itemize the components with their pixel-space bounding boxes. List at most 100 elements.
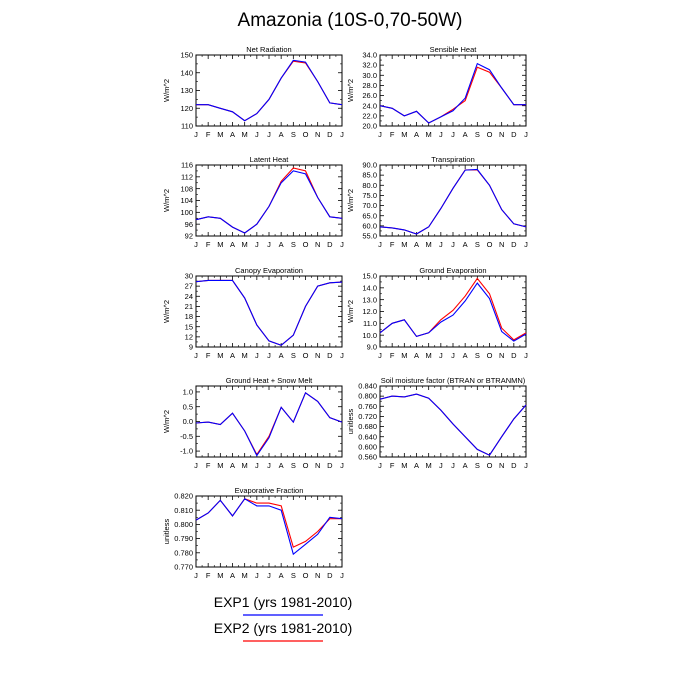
- series-line-exp1: [195, 498, 343, 556]
- y-tick-label: 9: [189, 343, 193, 352]
- x-tick-label: A: [414, 130, 419, 139]
- y-tick-label: 110: [181, 122, 193, 131]
- series-line-exp1: [195, 170, 343, 234]
- x-tick-label: O: [487, 351, 493, 360]
- y-tick-label: 0.810: [174, 506, 193, 515]
- y-tick-label: 13.0: [362, 295, 377, 304]
- x-tick-label: J: [194, 240, 198, 249]
- x-tick-label: J: [524, 130, 528, 139]
- x-tick-label: S: [475, 240, 480, 249]
- x-tick-label: J: [340, 461, 344, 470]
- x-tick-label: J: [378, 240, 382, 249]
- x-tick-label: A: [230, 461, 235, 470]
- x-tick-label: N: [315, 240, 320, 249]
- x-tick-label: M: [426, 461, 432, 470]
- figure-title: Amazonia (10S-0,70-50W): [237, 10, 463, 31]
- x-tick-label: D: [511, 461, 517, 470]
- y-tick-label: 24: [185, 292, 193, 301]
- x-tick-label: J: [267, 130, 271, 139]
- x-tick-label: J: [194, 461, 198, 470]
- y-tick-label: 28.0: [362, 81, 377, 90]
- y-tick-label: 100: [180, 208, 193, 217]
- y-tick-label: 11.0: [363, 319, 377, 328]
- series-line-exp2: [195, 279, 343, 346]
- x-tick-label: J: [340, 240, 344, 249]
- x-tick-label: F: [390, 351, 395, 360]
- x-tick-label: J: [267, 351, 271, 360]
- x-tick-label: S: [291, 351, 296, 360]
- x-tick-label: O: [487, 130, 493, 139]
- x-tick-label: J: [255, 351, 259, 360]
- y-tick-label: 75.0: [362, 191, 377, 200]
- legend-entry-exp2: EXP2 (yrs 1981-2010): [213, 620, 353, 636]
- x-tick-label: F: [206, 461, 211, 470]
- x-tick-label: J: [378, 351, 382, 360]
- y-tick-label: 0.760: [358, 402, 377, 411]
- x-tick-label: O: [303, 461, 309, 470]
- x-tick-label: S: [291, 130, 296, 139]
- x-tick-label: J: [340, 130, 344, 139]
- x-tick-label: J: [524, 461, 528, 470]
- series-line-exp1: [195, 279, 343, 346]
- x-tick-label: A: [279, 240, 284, 249]
- x-tick-label: M: [401, 351, 407, 360]
- y-tick-label: 10.0: [362, 331, 377, 340]
- y-tick-label: 9.0: [367, 343, 377, 352]
- x-tick-label: J: [439, 461, 443, 470]
- x-tick-label: M: [426, 130, 432, 139]
- x-tick-label: M: [401, 130, 407, 139]
- x-tick-label: M: [217, 130, 223, 139]
- series-line-exp1: [195, 391, 343, 457]
- x-tick-label: J: [451, 461, 455, 470]
- series-line-exp1: [379, 62, 526, 124]
- x-tick-label: O: [303, 130, 309, 139]
- x-tick-label: D: [511, 130, 517, 139]
- y-tick-label: 108: [180, 184, 193, 193]
- x-tick-label: S: [291, 461, 296, 470]
- y-tick-label: 0.0: [183, 417, 193, 426]
- y-tick-label: 24.0: [362, 101, 377, 110]
- x-tick-label: O: [487, 461, 493, 470]
- y-tick-label: 150: [180, 51, 193, 60]
- x-tick-label: M: [217, 351, 223, 360]
- x-tick-label: J: [524, 240, 528, 249]
- y-axis-label: W/m^2: [162, 189, 171, 212]
- x-tick-label: J: [194, 571, 198, 580]
- panel-title: Canopy Evaporation: [235, 266, 303, 275]
- y-tick-label: 12: [185, 332, 193, 341]
- x-tick-label: A: [414, 461, 419, 470]
- x-tick-label: D: [327, 240, 333, 249]
- x-tick-label: J: [255, 240, 259, 249]
- y-axis-label: W/m^2: [346, 79, 355, 102]
- x-tick-label: S: [475, 351, 480, 360]
- plot-frame: [379, 164, 527, 237]
- x-tick-label: J: [439, 240, 443, 249]
- x-tick-label: D: [327, 351, 333, 360]
- x-tick-label: F: [390, 240, 395, 249]
- y-tick-label: 0.770: [174, 563, 193, 572]
- y-axis-label: W/m^2: [346, 300, 355, 323]
- x-tick-label: A: [463, 461, 468, 470]
- x-tick-label: J: [194, 130, 198, 139]
- x-tick-label: A: [279, 130, 284, 139]
- panel-title: Soil moisture factor (BTRAN or BTRANMN): [381, 376, 526, 385]
- x-tick-label: M: [242, 571, 248, 580]
- panel-title: Latent Heat: [250, 155, 290, 164]
- y-tick-label: 27: [185, 282, 193, 291]
- x-tick-label: O: [303, 240, 309, 249]
- x-tick-label: A: [463, 240, 468, 249]
- plot-frame: [379, 275, 527, 348]
- x-tick-label: S: [291, 571, 296, 580]
- panel-title: Net Radiation: [246, 45, 291, 54]
- x-tick-label: A: [230, 240, 235, 249]
- x-tick-label: M: [426, 240, 432, 249]
- y-axis-label: W/m^2: [162, 300, 171, 323]
- y-tick-label: 34.0: [362, 51, 377, 60]
- x-tick-label: M: [401, 461, 407, 470]
- y-tick-label: 116: [181, 161, 193, 170]
- y-axis-label: W/m^2: [162, 79, 171, 102]
- x-tick-label: S: [291, 240, 296, 249]
